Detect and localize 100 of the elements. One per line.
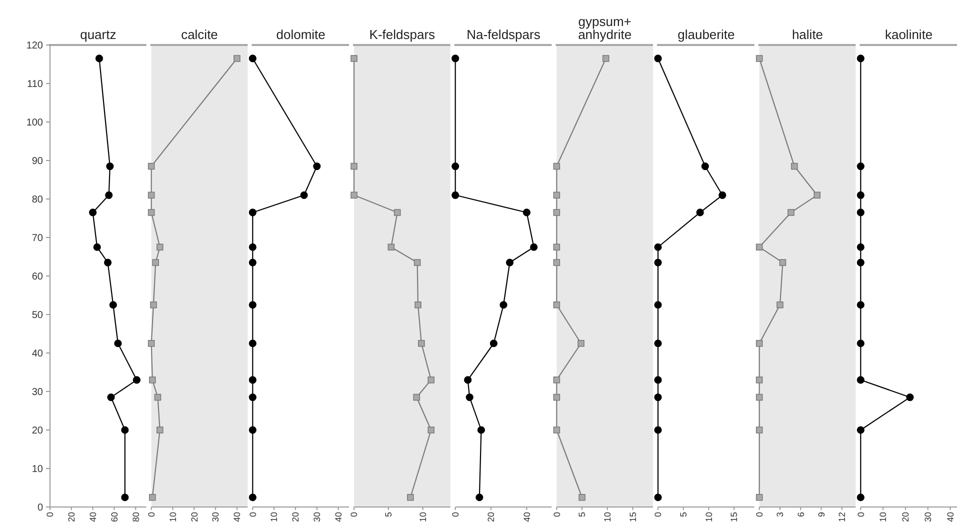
x-tick-label: 60 — [109, 512, 120, 522]
point — [654, 376, 662, 384]
x-tick-label: 3 — [775, 512, 786, 518]
point — [553, 426, 560, 434]
point — [553, 259, 560, 266]
point — [553, 192, 560, 199]
point — [156, 426, 164, 434]
point — [856, 340, 864, 348]
y-tick-label: 20 — [32, 426, 44, 436]
point — [856, 243, 864, 251]
chart-title: dolomite — [276, 27, 326, 42]
point — [654, 258, 662, 266]
point — [248, 258, 256, 266]
chart-title: calcite — [181, 27, 218, 42]
y-tick-label: 80 — [32, 194, 44, 206]
point — [248, 340, 256, 348]
point — [602, 55, 610, 62]
point — [654, 243, 662, 251]
x-tick-label: 5 — [577, 512, 588, 518]
y-tick-label: 10 — [32, 464, 44, 475]
point — [452, 191, 460, 199]
point — [248, 376, 256, 384]
point — [149, 376, 156, 384]
point — [578, 494, 586, 501]
point — [856, 258, 864, 266]
point — [95, 54, 104, 62]
point — [654, 340, 662, 348]
x-tick-label: 10 — [269, 512, 280, 522]
x-tick-label: 20 — [189, 512, 200, 522]
point — [791, 162, 798, 170]
point — [89, 208, 97, 216]
x-tick-label: 10 — [418, 512, 428, 522]
y-tick-label: 120 — [26, 40, 44, 52]
point — [414, 301, 422, 308]
y-tick-label: 90 — [32, 156, 44, 167]
x-tick-label: 0 — [856, 512, 866, 518]
point — [148, 192, 155, 199]
y-tick-label: 110 — [27, 79, 44, 90]
x-tick-label: 20 — [66, 512, 77, 522]
x-tick-label: 6 — [796, 512, 806, 518]
point — [93, 243, 101, 251]
point — [248, 208, 256, 216]
y-tick-label: 40 — [32, 348, 44, 360]
point — [107, 393, 115, 402]
x-tick-label: 20 — [486, 512, 496, 522]
point — [856, 191, 864, 199]
x-tick-label: 40 — [333, 512, 344, 522]
point — [121, 426, 129, 434]
point — [578, 340, 584, 347]
x-tick-label: 0 — [349, 512, 360, 518]
point — [776, 301, 784, 308]
x-tick-label: 12 — [837, 512, 848, 522]
point — [350, 192, 358, 199]
point — [248, 494, 256, 502]
point — [856, 54, 864, 62]
point — [756, 494, 763, 501]
point — [718, 191, 726, 199]
point — [150, 301, 157, 308]
point — [248, 243, 256, 251]
x-tick-label: 5 — [384, 512, 394, 518]
point — [654, 393, 662, 402]
point — [156, 244, 164, 251]
x-tick-label: 30 — [210, 512, 221, 522]
x-tick-label: 80 — [130, 512, 141, 522]
x-tick-label: 10 — [878, 512, 888, 522]
x-tick-label: 10 — [168, 512, 178, 522]
point — [149, 494, 156, 501]
point — [109, 301, 117, 309]
point — [154, 394, 162, 401]
point — [152, 259, 160, 266]
point — [756, 394, 763, 401]
x-tick-label: 40 — [88, 512, 98, 522]
x-tick-label: 9 — [816, 512, 826, 518]
point — [779, 259, 786, 266]
point — [476, 494, 484, 502]
point — [756, 426, 763, 434]
y-tick-label: 60 — [32, 272, 44, 282]
point — [414, 259, 421, 266]
point — [654, 494, 662, 502]
point — [553, 209, 560, 216]
x-tick-label: 0 — [248, 512, 258, 518]
point — [418, 340, 425, 347]
point — [104, 258, 112, 266]
point — [654, 54, 662, 62]
x-tick-label: 0 — [45, 512, 56, 518]
point — [788, 209, 794, 216]
x-tick-label: 30 — [923, 512, 934, 522]
point — [553, 301, 560, 308]
x-tick-label: 5 — [678, 512, 688, 518]
point — [530, 243, 538, 251]
point — [148, 209, 155, 216]
point — [148, 162, 155, 170]
y-tick-label: 100 — [26, 118, 44, 128]
chart-title: K-feldspars — [369, 27, 436, 42]
point — [350, 55, 358, 62]
point — [106, 162, 114, 170]
point — [756, 340, 763, 347]
point — [654, 301, 662, 309]
point — [121, 494, 129, 502]
point — [388, 244, 395, 251]
